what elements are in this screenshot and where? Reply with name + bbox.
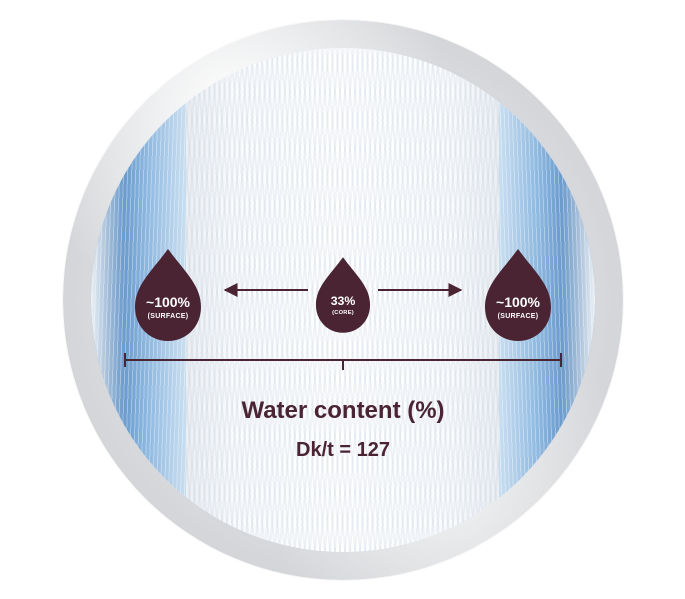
drop-right-value: ~100% [496,294,541,310]
drop-right-sub: (SURFACE) [497,313,538,320]
drop-left-value: ~100% [146,294,191,310]
drop-center: 33% (CORE) [315,257,369,332]
drop-right: ~100% (SURFACE) [485,249,551,341]
axis [125,353,561,370]
lens-graphic: ~100% (SURFACE) 33% (CORE) ~100% (SURFAC… [63,20,623,580]
subtitle-dkt: Dk/t = 127 [296,439,390,461]
drop-center-value: 33% [330,293,355,307]
title-water-content: Water content (%) [241,397,444,424]
drop-left-sub: (SURFACE) [147,313,188,320]
drop-left: ~100% (SURFACE) [135,249,201,341]
overlay-svg: ~100% (SURFACE) 33% (CORE) ~100% (SURFAC… [63,20,623,580]
drop-center-sub: (CORE) [332,309,354,315]
stage: ~100% (SURFACE) 33% (CORE) ~100% (SURFAC… [0,0,685,599]
